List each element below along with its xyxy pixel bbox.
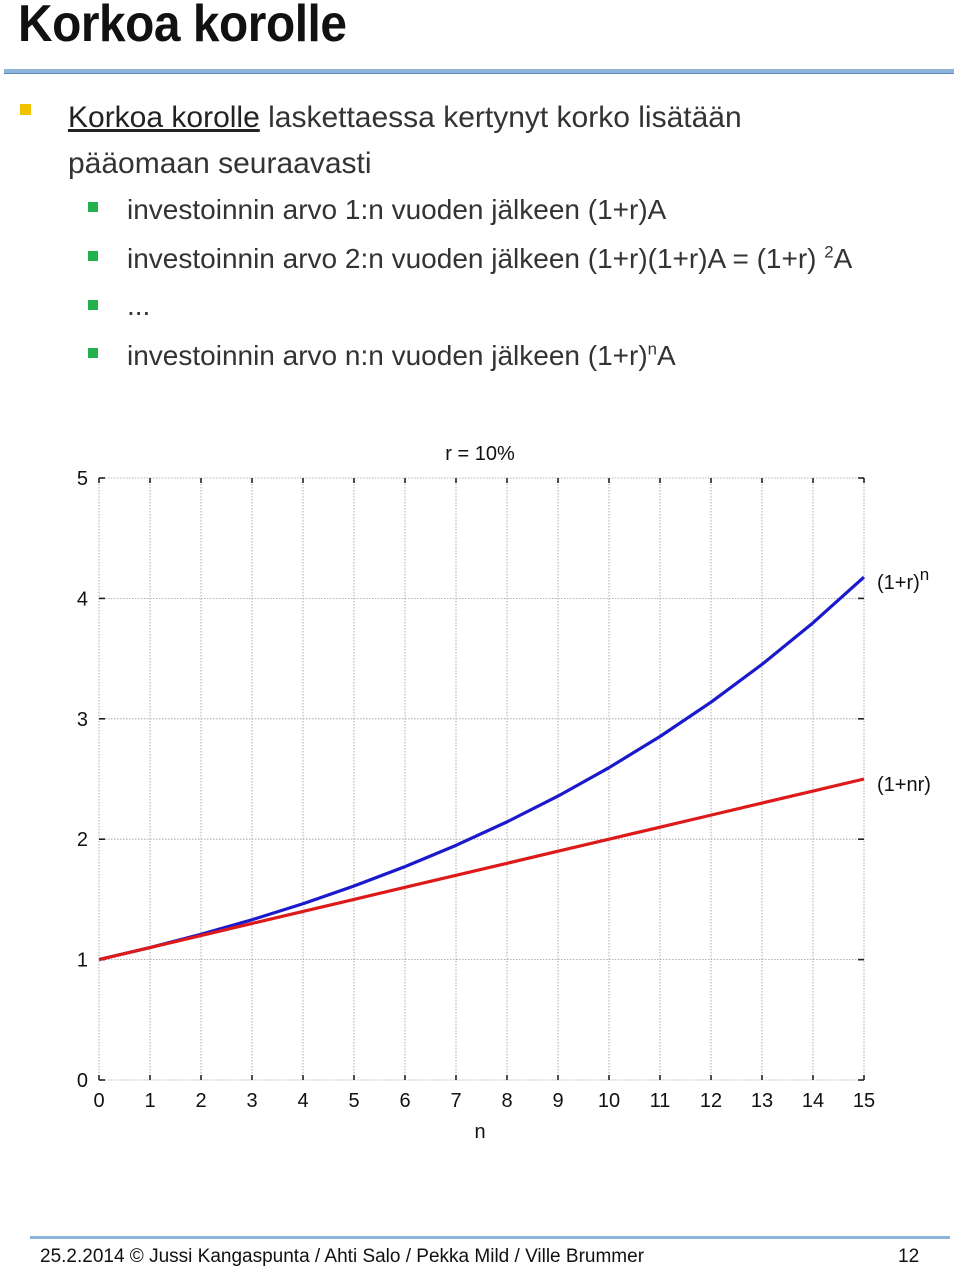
sub-bullet-text: investoinnin arvo 2:n vuoden jälkeen (1+… [127, 243, 817, 274]
chart-svg: 0 1 2 3 4 5 6 7 8 9 10 11 12 13 14 15012345(1+r)n(1+nr)… [77, 443, 931, 1143]
x-tick-label: 2 [195, 1090, 206, 1112]
x-tick-label: 3 [246, 1090, 257, 1112]
chart: 0 1 2 3 4 5 6 7 8 9 10 11 12 13 14 15 0 1 2 3 4 5 (1+r)n (1+nr)… [0, 430, 960, 1160]
bullet-line2: pääomaan seuraavasti [68, 147, 372, 180]
x-tick-label: 5 [348, 1090, 359, 1112]
sub-bullet-text: ... [127, 290, 151, 321]
x-tick-label: 10 [598, 1090, 620, 1112]
series-label-sup: n [920, 565, 929, 584]
sub-bullet-square-icon [88, 251, 98, 261]
x-tick-label: 0 [93, 1090, 104, 1112]
x-tick-label: 6 [399, 1090, 410, 1112]
sub-bullet-after: A [657, 340, 676, 371]
series-label: (1+r)n [877, 565, 929, 594]
x-tick-label: 14 [802, 1090, 824, 1112]
sub-bullet-sup: 2 [824, 242, 834, 262]
sub-bullet-3: ... [127, 288, 150, 324]
sub-bullet-after: A [833, 243, 853, 274]
title-divider-line [4, 73, 954, 74]
bullet-rest: laskettaessa kertynyt korko lisätään [259, 101, 742, 134]
x-tick-label: 7 [450, 1090, 461, 1112]
y-tick-label: 2 [77, 829, 88, 851]
sub-bullet-square-icon [88, 300, 98, 310]
x-tick-label: 4 [297, 1090, 308, 1112]
x-tick-label: 13 [751, 1090, 773, 1112]
sub-bullet-square-icon [88, 202, 98, 212]
x-tick-label: 11 [650, 1090, 671, 1112]
y-tick-label: 5 [77, 468, 88, 490]
bullet-square-icon [20, 104, 31, 115]
chart-title: r = 10% [445, 443, 515, 465]
y-tick-label: 3 [77, 709, 88, 731]
page-title: Korkoa korolle [18, 0, 347, 53]
sub-bullet-2: investoinnin arvo 2:n vuoden jälkeen (1+… [127, 241, 852, 277]
bullet-term: Korkoa korolle [68, 101, 260, 134]
x-tick-label: 15 [853, 1090, 875, 1112]
chart-axes [98, 477, 865, 1081]
y-tick-label: 0 [77, 1070, 88, 1092]
sub-bullet-4: investoinnin arvo n:n vuoden jälkeen (1+… [127, 338, 676, 374]
y-tick-label: 1 [77, 950, 88, 972]
chart-labels: 0 1 2 3 4 5 6 7 8 9 10 11 12 13 14 15012345(1+r)n(1+nr)… [77, 443, 931, 1143]
footer-divider [30, 1236, 950, 1239]
title-divider [4, 69, 954, 74]
series-label: (1+nr) [877, 774, 931, 796]
bullet-main: Korkoa korolle laskettaessa kertynyt kor… [68, 95, 928, 187]
sub-bullet-text: investoinnin arvo 1:n vuoden jälkeen (1+… [127, 194, 667, 225]
footer-text: 25.2.2014 © Jussi Kangaspunta / Ahti Sal… [40, 1246, 645, 1267]
sub-bullet-1: investoinnin arvo 1:n vuoden jälkeen (1+… [127, 192, 666, 228]
x-axis-label: n [474, 1121, 485, 1143]
chart-grid [98, 477, 865, 1081]
x-tick-label: 1 [144, 1090, 155, 1112]
chart-series [98, 575, 866, 962]
x-tick-label: 9 [552, 1090, 563, 1112]
y-tick-label: 4 [77, 588, 88, 610]
x-tick-label: 8 [501, 1090, 512, 1112]
page-number: 12 [898, 1246, 920, 1267]
x-tick-label: 12 [700, 1090, 722, 1112]
sub-bullet-sup: n [647, 339, 657, 359]
sub-bullet-text: investoinnin arvo n:n vuoden jälkeen (1+… [127, 340, 648, 371]
sub-bullet-square-icon [88, 348, 98, 358]
series-line [98, 777, 865, 962]
series-line [98, 575, 866, 962]
